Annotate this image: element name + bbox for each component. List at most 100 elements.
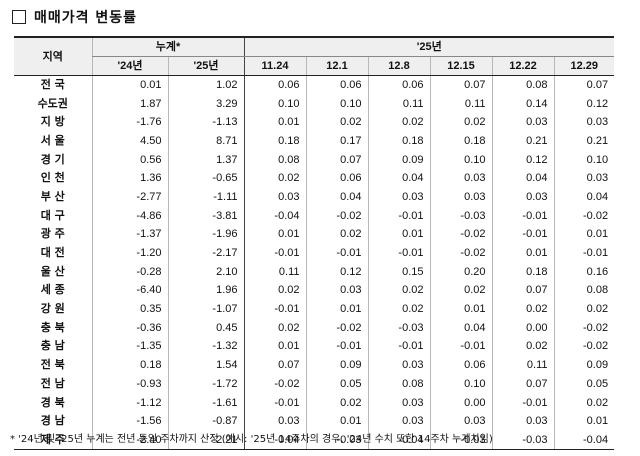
value-cell: -0.02 <box>305 206 368 225</box>
region-cell: 강 원 <box>40 302 65 316</box>
value-cell: 0.16 <box>553 262 615 282</box>
value-cell: 0.14 <box>491 94 554 113</box>
value-cell: 0.06 <box>305 168 368 188</box>
value-cell: 0.01 <box>491 243 554 263</box>
value-cell: 0.17 <box>305 131 368 151</box>
value-cell: 0.01 <box>553 225 615 244</box>
value-cell: 0.03 <box>367 411 430 431</box>
table-row: 수도권 1.87 3.29 0.10 0.10 0.11 0.11 0.14 0.12 <box>14 94 615 113</box>
value-cell: 0.08 <box>553 281 615 300</box>
value-cell: 0.06 <box>305 75 368 95</box>
weekly-group-header: '25년 <box>243 36 615 57</box>
value-cell: 0.10 <box>429 374 492 394</box>
table-row: 전 남 -0.93 -1.72 -0.02 0.05 0.08 0.10 0.07 0.05 <box>14 374 615 394</box>
cumulative-header: 누계* <box>91 36 244 57</box>
region-cell: 전 남 <box>40 376 65 390</box>
value-cell: -0.01 <box>491 206 554 225</box>
value-cell: -0.01 <box>491 393 554 412</box>
col-header: 12.29 <box>553 56 615 76</box>
value-cell: -0.01 <box>243 393 306 412</box>
value-cell: -0.01 <box>243 243 306 263</box>
value-cell: -1.12 <box>91 393 168 412</box>
region-header: 지역 <box>14 36 92 76</box>
table-row: 서 울 4.50 8.71 0.18 0.17 0.18 0.18 0.21 0.21 <box>14 131 615 151</box>
col-header: 12.15 <box>429 56 492 76</box>
value-cell: -1.07 <box>167 299 244 319</box>
value-cell: 1.87 <box>91 94 168 113</box>
value-cell: 0.03 <box>243 187 306 207</box>
table-row: 제 주 -2.40 -2.21 -0.04 -0.03 -0.04 -0.03 -0.03 -0… <box>14 430 615 450</box>
value-cell: 0.02 <box>429 112 492 132</box>
value-cell: -0.04 <box>553 430 615 450</box>
checkbox-square-icon <box>12 10 26 24</box>
value-cell: -0.01 <box>367 206 430 225</box>
col-header: 12.22 <box>491 56 554 76</box>
table-row: 강 원 0.35 -1.07 -0.01 0.01 0.02 0.01 0.02 0.02 <box>14 299 615 319</box>
value-cell: 0.01 <box>243 225 306 244</box>
value-cell: 0.00 <box>429 393 492 412</box>
table-row: 세 종 -6.40 1.96 0.02 0.03 0.02 0.02 0.07 0.08 <box>14 281 615 300</box>
value-cell: 0.03 <box>491 187 554 207</box>
value-cell: 0.03 <box>429 187 492 207</box>
value-cell: -1.32 <box>167 337 244 356</box>
value-cell: -0.01 <box>553 243 615 263</box>
value-cell: 0.45 <box>167 318 244 338</box>
value-cell: 0.01 <box>553 411 615 431</box>
value-cell: 8.71 <box>167 131 244 151</box>
table-row: 경 기 0.56 1.37 0.08 0.07 0.09 0.10 0.12 0.10 <box>14 150 615 169</box>
value-cell: -1.20 <box>91 243 168 263</box>
value-cell: 0.11 <box>243 262 306 282</box>
value-cell: -2.17 <box>167 243 244 263</box>
value-cell: 0.03 <box>367 355 430 375</box>
col-header: 12.8 <box>367 56 430 76</box>
value-cell: 0.21 <box>491 131 554 151</box>
region-cell: 경 북 <box>40 395 65 409</box>
value-cell: -0.03 <box>429 206 492 225</box>
value-cell: -1.11 <box>167 187 244 207</box>
col-header: 11.24 <box>243 56 306 76</box>
value-cell: -0.87 <box>167 411 244 431</box>
value-cell: 0.11 <box>491 355 554 375</box>
value-cell: 0.03 <box>243 411 306 431</box>
value-cell: -0.02 <box>429 225 492 244</box>
region-cell: 경 기 <box>40 152 65 166</box>
table-row: 인 천 1.36 -0.65 0.02 0.06 0.04 0.03 0.04 0.03 <box>14 168 615 188</box>
value-cell: 0.03 <box>553 168 615 188</box>
value-cell: 0.01 <box>91 75 168 95</box>
table-row: 경 북 -1.12 -1.61 -0.01 0.02 0.03 0.00 -0.01 0.02 <box>14 393 615 412</box>
value-cell: 0.02 <box>305 112 368 132</box>
value-cell: 0.01 <box>305 299 368 319</box>
value-cell: -1.76 <box>91 112 168 132</box>
value-cell: 0.01 <box>305 411 368 431</box>
value-cell: -0.02 <box>429 243 492 263</box>
value-cell: 0.07 <box>491 281 554 300</box>
value-cell: 0.07 <box>429 75 492 95</box>
value-cell: 0.02 <box>429 281 492 300</box>
value-cell: 0.06 <box>243 75 306 95</box>
value-cell: -0.01 <box>305 337 368 356</box>
value-cell: -6.40 <box>91 281 168 300</box>
value-cell: -0.28 <box>91 262 168 282</box>
value-cell: 0.11 <box>429 94 492 113</box>
value-cell: 0.04 <box>367 168 430 188</box>
value-cell: 0.02 <box>367 299 430 319</box>
value-cell: 0.02 <box>367 281 430 300</box>
value-cell: -0.02 <box>305 318 368 338</box>
value-cell: 0.04 <box>491 168 554 188</box>
value-cell: -1.13 <box>167 112 244 132</box>
col-header: '24년 <box>91 56 168 76</box>
value-cell: 0.04 <box>305 187 368 207</box>
value-cell: -4.86 <box>91 206 168 225</box>
value-cell: 3.29 <box>167 94 244 113</box>
value-cell: 0.18 <box>91 355 168 375</box>
value-cell: 0.03 <box>429 411 492 431</box>
value-cell: 0.03 <box>491 411 554 431</box>
value-cell: -0.04 <box>367 430 430 450</box>
region-cell: 전 국 <box>40 78 65 92</box>
value-cell: 0.09 <box>305 355 368 375</box>
region-cell: 충 남 <box>40 339 65 353</box>
value-cell: 0.08 <box>367 374 430 394</box>
table-row: 전 국 0.01 1.02 0.06 0.06 0.06 0.07 0.08 0.07 <box>14 75 615 95</box>
value-cell: 0.06 <box>429 355 492 375</box>
value-cell: 1.54 <box>167 355 244 375</box>
